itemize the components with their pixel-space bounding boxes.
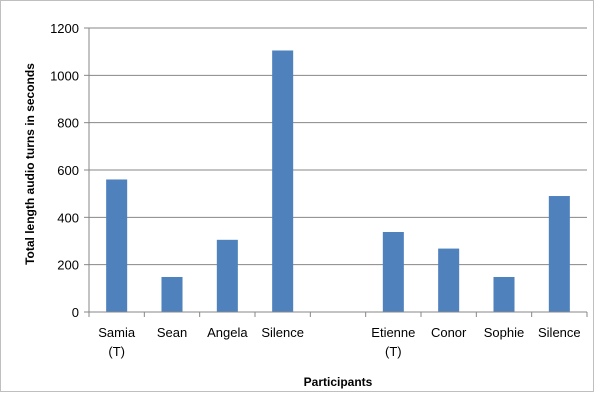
y-tick-label: 400 xyxy=(57,210,79,225)
bar xyxy=(216,239,238,312)
axes xyxy=(84,27,588,317)
bar xyxy=(382,232,404,312)
bar xyxy=(493,276,515,312)
x-tick-label: Silence xyxy=(261,325,304,340)
y-tick-label: 600 xyxy=(57,163,79,178)
x-tick-label: (T) xyxy=(108,344,125,359)
x-tick-label: Sean xyxy=(157,325,187,340)
bar xyxy=(272,50,294,312)
y-tick-label: 1000 xyxy=(50,68,79,83)
gridlines xyxy=(89,27,587,266)
y-axis-title: Total length audio turns in seconds xyxy=(23,63,37,265)
y-tick-label: 200 xyxy=(57,258,79,273)
x-tick-label: Samia xyxy=(98,325,136,340)
bar xyxy=(548,196,570,312)
bar xyxy=(438,248,460,312)
y-tick-label: 1200 xyxy=(50,21,79,36)
y-tick-label: 0 xyxy=(72,305,79,320)
x-tick-label: Silence xyxy=(538,325,581,340)
x-tick-label: Conor xyxy=(431,325,467,340)
x-tick-label: Sophie xyxy=(484,325,524,340)
bar xyxy=(161,276,183,312)
y-tick-label: 800 xyxy=(57,116,79,131)
x-tick-label: Angela xyxy=(207,325,248,340)
bars xyxy=(106,50,570,312)
bar xyxy=(106,179,128,312)
x-axis-title: Participants xyxy=(304,375,373,389)
x-tick-label: (T) xyxy=(385,344,402,359)
labels: 0 200 400 600 800 1000 1200 Samia (T) Sean Angela S… xyxy=(50,21,581,359)
x-tick-label: Etienne xyxy=(371,325,415,340)
